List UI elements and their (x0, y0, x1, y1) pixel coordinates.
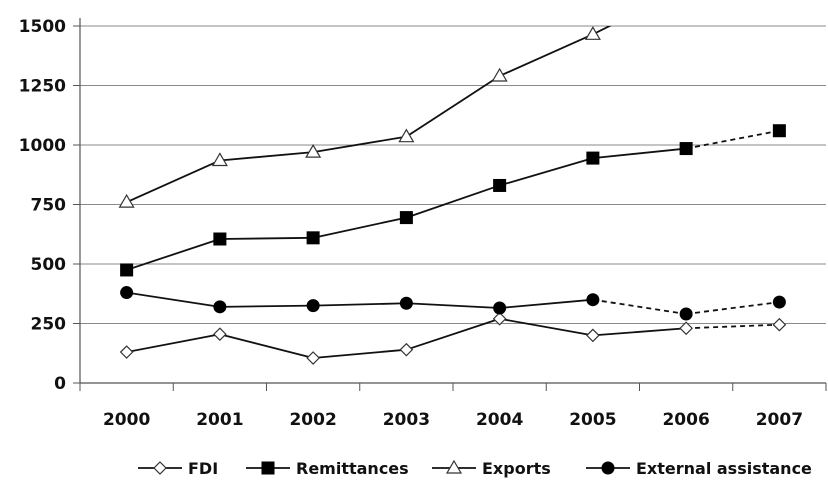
data-point (493, 301, 507, 315)
x-tick-label: 2002 (289, 410, 336, 430)
x-tick-label: 2004 (476, 410, 523, 430)
data-point (398, 128, 415, 143)
data-point (120, 286, 134, 300)
data-point (399, 211, 413, 225)
data-point (213, 327, 227, 342)
data-point (772, 124, 786, 138)
legend-item: External assistance (586, 459, 812, 478)
series-exports (118, 26, 612, 208)
data-point (306, 299, 320, 313)
series-segment (499, 298, 593, 309)
series-segment (219, 304, 314, 308)
data-point (772, 295, 786, 309)
data-point (120, 263, 134, 277)
x-tick-label: 2006 (662, 410, 709, 430)
series-segment (592, 26, 612, 36)
data-point (586, 151, 600, 165)
series-segment (686, 323, 780, 330)
series-segment (126, 291, 221, 308)
data-point (399, 296, 413, 310)
series-fdi (119, 311, 787, 365)
y-tick-label: 1000 (19, 136, 66, 156)
x-tick-label: 2007 (756, 410, 803, 430)
series-segment (312, 216, 407, 239)
series-segment (406, 184, 500, 219)
legend-item: Exports (432, 459, 551, 478)
legend: FDI Remittances Exports External assistance (138, 459, 812, 478)
series-segment (219, 333, 314, 359)
data-point (586, 293, 600, 307)
series-segment (405, 75, 501, 138)
data-point (213, 232, 227, 246)
series-segment (219, 236, 314, 240)
series-segment (406, 302, 500, 309)
data-point (772, 317, 787, 332)
x-tick-label: 2005 (569, 410, 616, 430)
gridlines (80, 25, 826, 324)
legend-marker (445, 459, 463, 474)
legend-item: Remittances (246, 459, 409, 478)
legend-marker (261, 461, 275, 475)
legend-marker (153, 461, 167, 475)
data-point (679, 321, 693, 336)
data-point (491, 67, 508, 82)
legend-label: Exports (482, 459, 551, 478)
data-point (584, 26, 601, 40)
data-point (118, 193, 135, 208)
data-point (305, 143, 322, 158)
series-remittances (120, 124, 786, 277)
series-segment (126, 159, 221, 203)
series-segment (126, 238, 221, 271)
y-tick-label: 750 (31, 196, 67, 216)
data-point (119, 345, 134, 359)
data-point (306, 231, 320, 245)
data-point (211, 152, 228, 167)
legend-item: FDI (138, 459, 218, 478)
data-point (306, 351, 320, 365)
series-segment (219, 151, 314, 162)
y-axis-ticks: 0 250 500 750 1000 1250 1500 (19, 17, 80, 394)
series-segment (499, 33, 594, 77)
data-point (679, 307, 693, 321)
series-segment (499, 157, 594, 187)
y-tick-label: 1250 (19, 77, 66, 97)
x-tick-label: 2000 (103, 410, 150, 430)
series-external-assistance (120, 286, 786, 321)
axes (79, 18, 826, 384)
data-point (399, 342, 414, 357)
series-segment (592, 327, 687, 337)
legend-label: Remittances (296, 459, 409, 478)
legend-label: External assistance (636, 459, 812, 478)
series-segment (313, 302, 407, 307)
y-tick-label: 1500 (19, 17, 66, 37)
data-point (586, 328, 600, 343)
series-segment (685, 129, 780, 150)
series-segment (126, 333, 221, 353)
x-tick-label: 2001 (196, 410, 243, 430)
data-point (213, 300, 227, 314)
legend-marker (601, 461, 615, 475)
series-segment (312, 135, 407, 154)
data-point (679, 142, 693, 156)
x-tick-label: 2003 (383, 410, 430, 430)
series-segment (686, 301, 780, 315)
series-segment (406, 317, 500, 351)
y-tick-label: 0 (54, 374, 66, 394)
y-tick-label: 500 (31, 255, 67, 275)
x-axis-ticks: 2000 2001 2002 2003 2004 2005 2006 2007 (79, 383, 827, 430)
y-tick-label: 250 (31, 315, 67, 335)
plot-area (118, 26, 787, 365)
series-segment (592, 298, 687, 315)
legend-label: FDI (188, 459, 218, 478)
data-point (493, 178, 507, 192)
series-segment (499, 317, 594, 337)
series-segment (313, 348, 407, 359)
data-point (492, 311, 507, 326)
series-segment (592, 147, 687, 159)
